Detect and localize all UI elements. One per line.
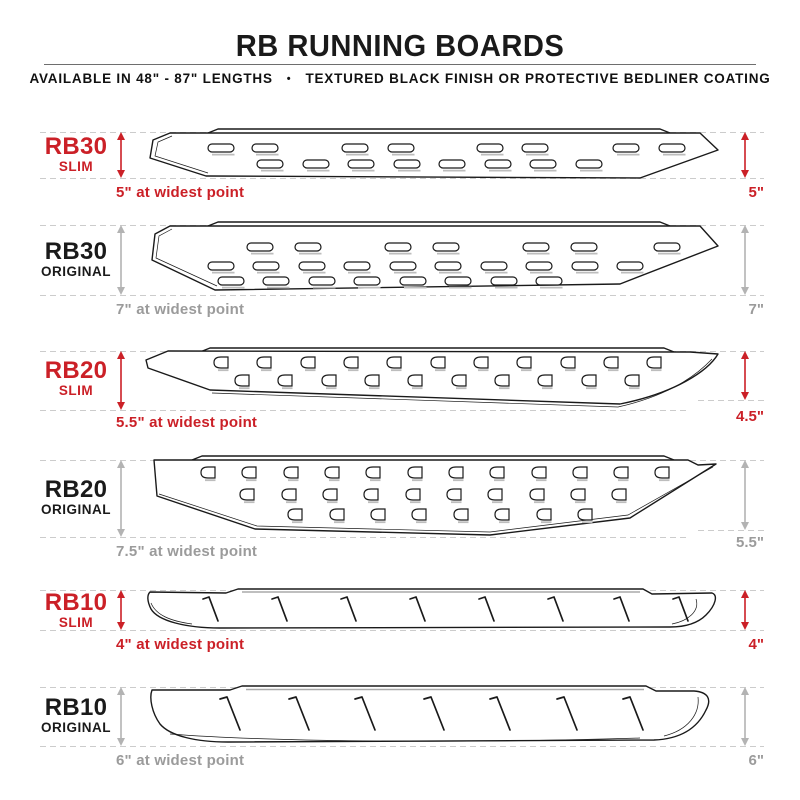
height-arrow-left xyxy=(117,351,125,410)
height-arrow-left xyxy=(117,460,125,537)
height-label-rb30-original: 7" xyxy=(748,301,764,318)
label-rb30-slim: RB30 SLIM xyxy=(44,133,108,174)
label-rb20-slim: RB20 SLIM xyxy=(44,357,108,398)
dashline-bottom xyxy=(40,630,764,631)
rb10-original-board-drawing xyxy=(150,685,710,743)
width-note-rb30-original: 7" at widest point xyxy=(116,301,245,318)
height-arrow-right xyxy=(741,132,749,178)
height-label-rb20-original: 5.5" xyxy=(736,534,764,551)
height-label-rb10-original: 6" xyxy=(748,752,764,769)
label-rb10-slim: RB10 SLIM xyxy=(44,589,108,630)
width-note-rb20-slim: 5.5" at widest point xyxy=(116,414,258,431)
height-label-rb20-slim: 4.5" xyxy=(736,408,764,425)
rb20-slim-board-drawing xyxy=(145,347,719,408)
header-divider xyxy=(44,64,756,65)
rb30-original-board-drawing xyxy=(151,221,719,291)
width-note-rb30-slim: 5" at widest point xyxy=(116,184,245,201)
height-arrow-left xyxy=(117,132,125,178)
height-arrow-left xyxy=(117,687,125,746)
label-rb10-original: RB10 ORIGINAL xyxy=(41,694,111,735)
height-label-rb30-slim: 5" xyxy=(748,184,764,201)
dashline-bottom xyxy=(40,746,764,747)
subtitle-lengths: AVAILABLE IN 48" - 87" LENGTHS xyxy=(29,71,273,86)
height-arrow-right xyxy=(741,687,749,746)
height-label-rb10-slim: 4" xyxy=(748,636,764,653)
dashline-bottom xyxy=(40,178,764,179)
dashline-bottom-right xyxy=(698,400,764,401)
subtitle-finish: TEXTURED BLACK FINISH OR PROTECTIVE BEDL… xyxy=(305,71,771,86)
dashline-bottom xyxy=(40,295,764,296)
page-title: RB RUNNING BOARDS xyxy=(235,28,565,63)
dashline-bottom-right xyxy=(698,530,764,531)
rb10-slim-board-drawing xyxy=(147,588,717,629)
height-arrow-left xyxy=(117,590,125,630)
height-arrow-right xyxy=(741,225,749,295)
width-note-rb20-original: 7.5" at widest point xyxy=(116,543,258,560)
dashline-bottom xyxy=(40,410,690,411)
label-rb20-original: RB20 ORIGINAL xyxy=(41,476,111,517)
bullet-separator: • xyxy=(286,73,292,85)
height-arrow-left xyxy=(117,225,125,295)
page-subtitle: AVAILABLE IN 48" - 87" LENGTHS • TEXTURED … xyxy=(0,71,800,86)
height-arrow-right xyxy=(741,351,749,400)
label-rb30-original: RB30 ORIGINAL xyxy=(41,238,111,279)
height-arrow-right xyxy=(741,590,749,630)
rb30-slim-board-drawing xyxy=(149,128,719,179)
rb20-original-board-drawing xyxy=(153,455,717,536)
width-note-rb10-slim: 4" at widest point xyxy=(116,636,245,653)
width-note-rb10-original: 6" at widest point xyxy=(116,752,245,769)
height-arrow-right xyxy=(741,460,749,530)
dashline-bottom xyxy=(40,537,690,538)
